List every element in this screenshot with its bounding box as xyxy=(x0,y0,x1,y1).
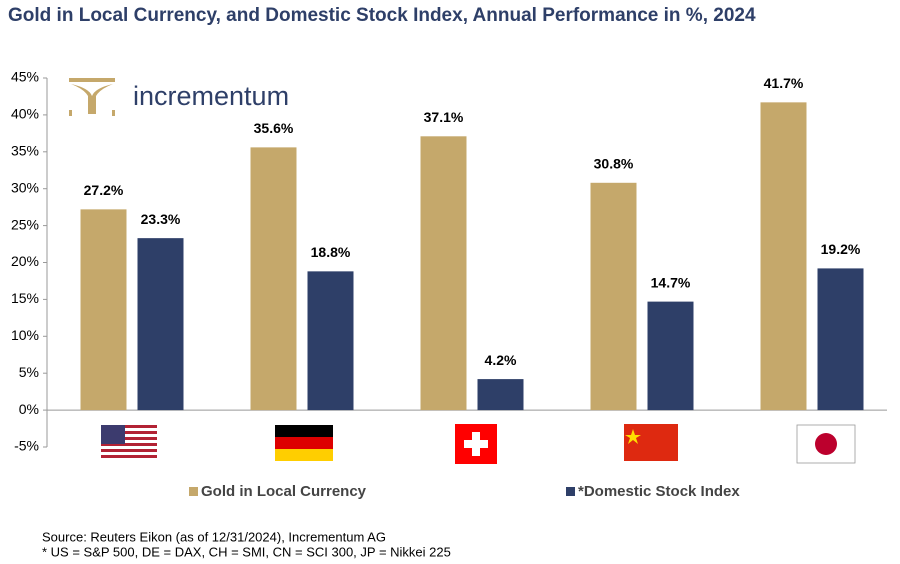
y-tick-label: 35% xyxy=(11,143,39,159)
value-label: 18.8% xyxy=(311,244,351,260)
flag-ch xyxy=(455,424,497,464)
flags xyxy=(101,424,856,464)
y-tick-label: 45% xyxy=(11,69,39,85)
value-label: 27.2% xyxy=(84,182,124,198)
bar xyxy=(250,147,297,411)
y-tick-label: 5% xyxy=(19,364,39,380)
y-tick-label: 10% xyxy=(11,327,39,343)
bar xyxy=(647,301,694,411)
y-tick-label: 15% xyxy=(11,290,39,306)
bar xyxy=(760,102,807,411)
footnotes: Source: Reuters Eikon (as of 12/31/2024)… xyxy=(42,529,451,559)
y-tick-label: 20% xyxy=(11,253,39,269)
chart-title: Gold in Local Currency, and Domestic Sto… xyxy=(8,5,756,26)
y-tick-label: -5% xyxy=(14,438,39,454)
value-label: 23.3% xyxy=(141,211,181,227)
footnote: * US = S&P 500, DE = DAX, CH = SMI, CN =… xyxy=(42,544,451,559)
y-tick-label: 0% xyxy=(19,401,39,417)
legend-swatch xyxy=(189,487,198,496)
value-label: 30.8% xyxy=(594,155,634,171)
bar xyxy=(477,379,524,411)
bar xyxy=(137,238,184,411)
y-tick-label: 25% xyxy=(11,216,39,232)
flag-cn xyxy=(624,424,678,461)
value-label: 14.7% xyxy=(651,274,691,290)
flag-de xyxy=(275,425,333,461)
flag-us xyxy=(101,425,157,461)
value-label: 37.1% xyxy=(424,109,464,125)
logo: incrementum xyxy=(69,78,289,116)
source-note: Source: Reuters Eikon (as of 12/31/2024)… xyxy=(42,529,386,544)
logo-text: incrementum xyxy=(133,81,289,111)
legend-label: Gold in Local Currency xyxy=(201,483,367,500)
value-label: 41.7% xyxy=(764,75,804,91)
legend-label: *Domestic Stock Index xyxy=(578,483,740,500)
bar xyxy=(420,136,467,411)
logo-icon xyxy=(69,78,115,116)
y-tick-label: 40% xyxy=(11,106,39,122)
bar xyxy=(590,182,637,411)
y-tick-label: 30% xyxy=(11,179,39,195)
bar xyxy=(307,271,354,411)
value-label: 19.2% xyxy=(821,241,861,257)
value-label: 35.6% xyxy=(254,120,294,136)
bar xyxy=(817,268,864,411)
flag-jp xyxy=(796,424,856,464)
bar xyxy=(80,209,127,411)
legend-swatch xyxy=(566,487,575,496)
value-label: 4.2% xyxy=(485,352,517,368)
